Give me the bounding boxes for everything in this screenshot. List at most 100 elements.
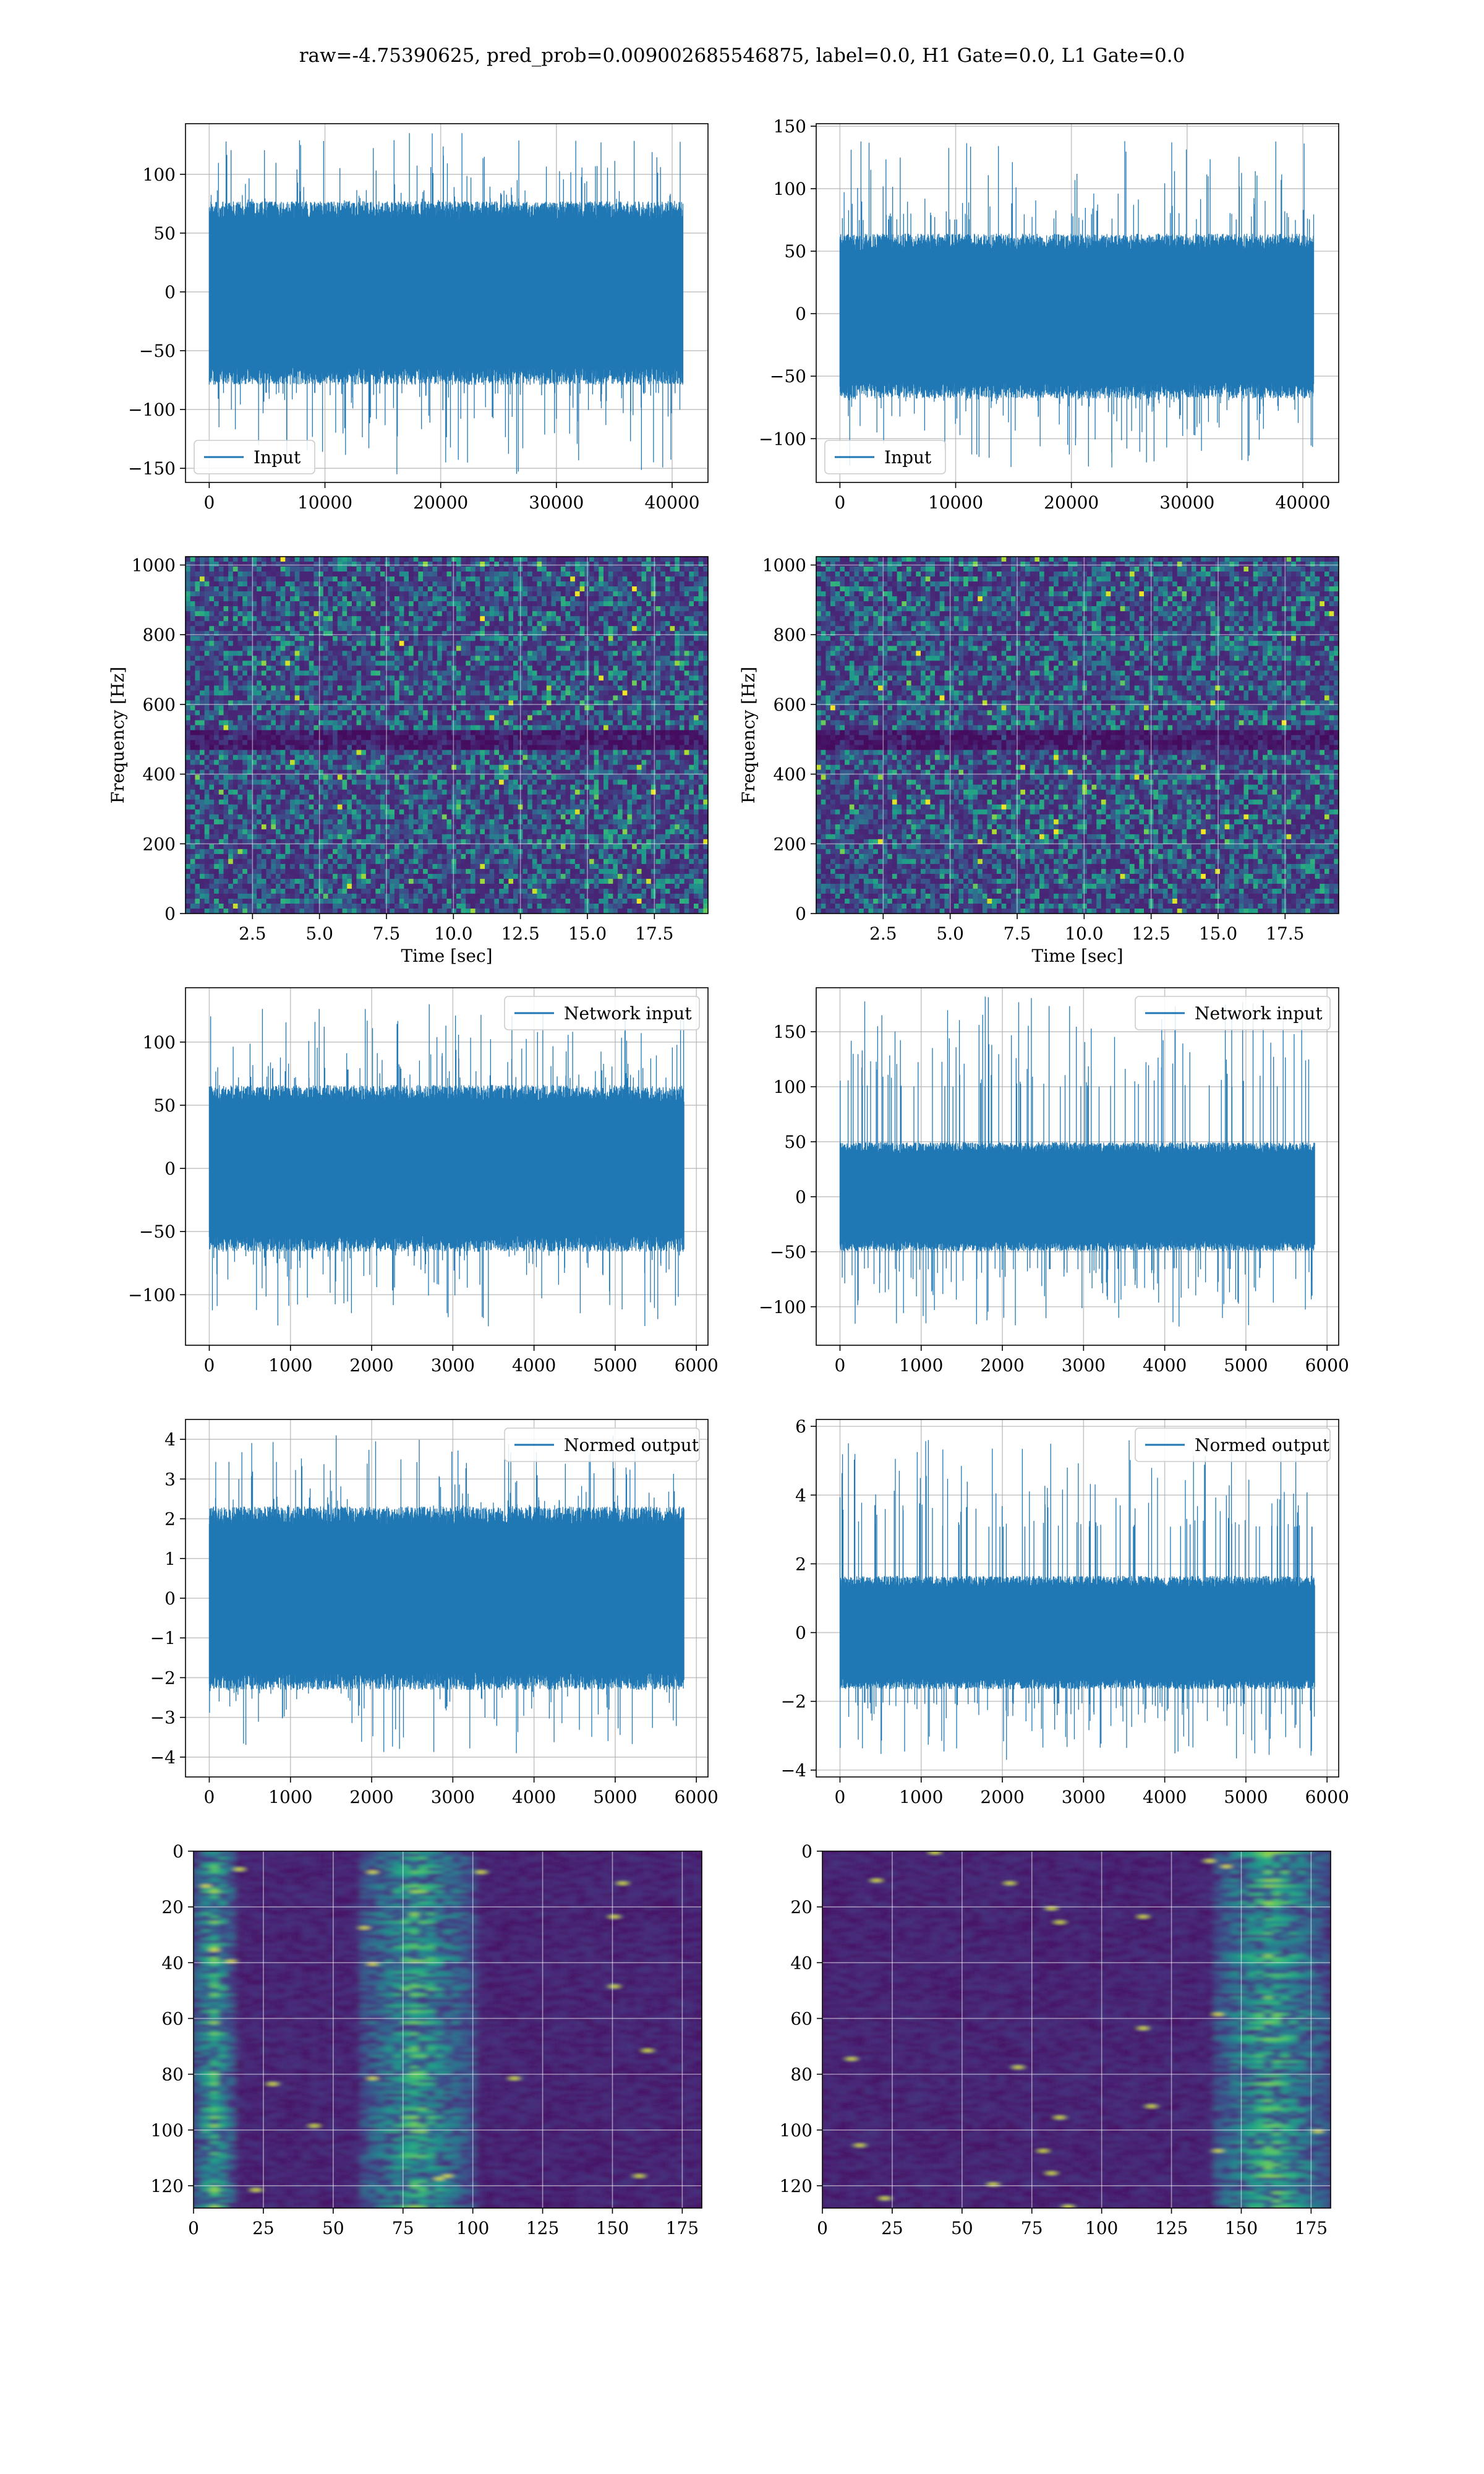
heatmap-cells — [816, 557, 1339, 914]
axes-frame — [185, 556, 709, 914]
panel-norm-l1: 0 1000 2000 3000 4000 5000 6000 −4 −2 0 2 4 6 Normed … — [781, 1416, 1349, 1807]
x-tick-label: 12.5 — [501, 923, 539, 944]
y-tick-label: −50 — [139, 1222, 176, 1242]
x-tick-label: 10000 — [297, 492, 352, 513]
x-tick-label: 30000 — [1159, 492, 1214, 513]
y-tick-label: 50 — [784, 1132, 806, 1152]
y-tick-label: 20 — [161, 1897, 184, 1917]
x-tick-label: 6000 — [1305, 1787, 1349, 1807]
x-tick-label: 2000 — [349, 1355, 393, 1376]
panel-net-h1: 0 1000 2000 3000 4000 5000 6000 −100 −50 0 50 100 Ne… — [128, 987, 719, 1376]
x-tick-label: 0 — [834, 492, 845, 513]
y-tick-label: 600 — [143, 695, 176, 715]
y-tick-label: −2 — [781, 1692, 806, 1712]
legend-entry: Network input — [1195, 1003, 1323, 1024]
y-tick-label: 0 — [795, 1187, 806, 1207]
y-tick-label: 80 — [790, 2065, 812, 2085]
y-tick-label: 2 — [795, 1554, 806, 1574]
x-tick-label: 25 — [252, 2218, 275, 2238]
y-tick-label: 1 — [164, 1549, 176, 1569]
figure-title: raw=-4.75390625, pred_prob=0.00900268554… — [299, 45, 1185, 67]
y-tick-label: 800 — [774, 625, 806, 645]
x-tick-label: 15.0 — [1199, 923, 1237, 944]
series-line — [208, 1435, 684, 1753]
grid — [186, 557, 708, 914]
x-tick-label: 1000 — [268, 1787, 312, 1807]
x-tick-label: 6000 — [675, 1787, 719, 1807]
y-axis-label: Frequency [Hz] — [738, 667, 759, 803]
y-tick-label: 2 — [164, 1509, 176, 1530]
x-tick-label: 1000 — [268, 1355, 312, 1376]
y-tick-label: 0 — [795, 904, 806, 924]
legend: Input — [194, 440, 315, 474]
y-tick-label: 150 — [774, 116, 806, 137]
x-tick-label: 175 — [1295, 2218, 1328, 2238]
y-tick-label: 80 — [161, 2065, 184, 2085]
y-tick-label: 100 — [774, 1077, 806, 1097]
x-tick-label: 10000 — [928, 492, 983, 513]
x-tick-label: 0 — [188, 2218, 199, 2238]
x-tick-label: 175 — [666, 2218, 699, 2238]
x-tick-label: 10.0 — [1065, 923, 1103, 944]
x-tick-label: 20000 — [1044, 492, 1099, 513]
x-tick-label: 25 — [881, 2218, 903, 2238]
y-tick-label: 6 — [795, 1416, 806, 1437]
y-tick-label: 0 — [801, 1841, 812, 1862]
y-tick-label: 600 — [774, 695, 806, 715]
x-tick-label: 2000 — [980, 1355, 1024, 1376]
x-tick-label: 7.5 — [373, 923, 401, 944]
y-tick-label: −100 — [759, 429, 806, 449]
series-line — [839, 1440, 1315, 1760]
y-tick-label: 0 — [795, 1623, 806, 1643]
y-tick-label: 0 — [164, 1158, 176, 1179]
x-tick-label: 150 — [596, 2218, 629, 2238]
x-tick-label: 3000 — [431, 1787, 475, 1807]
panel-feat-h1: 0 25 50 75 100 125 150 175 0 20 40 60 80 100 120 — [151, 1841, 702, 2238]
x-tick-label: 0 — [835, 1355, 846, 1376]
x-tick-label: 4000 — [512, 1787, 556, 1807]
y-tick-label: 800 — [143, 625, 176, 645]
y-tick-label: −50 — [770, 1242, 806, 1262]
panel-raw-l1: 0 10000 20000 30000 40000 −100 −50 0 50 100 150 Inp… — [759, 116, 1339, 513]
axes-frame — [822, 1851, 1331, 2209]
y-tick-label: 400 — [774, 764, 806, 785]
x-tick-label: 0 — [204, 1355, 215, 1376]
x-tick-label: 40000 — [644, 492, 699, 513]
x-tick-label: 40000 — [1275, 492, 1330, 513]
y-tick-label: 100 — [143, 1032, 176, 1053]
legend: Normed output — [504, 1427, 700, 1462]
legend-entry: Input — [254, 447, 301, 468]
y-tick-label: 100 — [774, 179, 806, 199]
x-tick-label: 0 — [817, 2218, 828, 2238]
x-tick-label: 50 — [951, 2218, 973, 2238]
y-tick-label: 120 — [151, 2176, 184, 2196]
x-tick-label: 5000 — [1224, 1355, 1268, 1376]
x-tick-label: 6000 — [675, 1355, 719, 1376]
x-axis-label: Time [sec] — [1031, 946, 1123, 966]
y-tick-label: −2 — [150, 1667, 176, 1688]
y-tick-label: 60 — [790, 2008, 812, 2029]
y-tick-label: 50 — [153, 1095, 176, 1116]
y-tick-label: 1000 — [762, 555, 806, 576]
y-tick-label: −4 — [781, 1760, 806, 1781]
series-line — [839, 141, 1315, 468]
x-tick-label: 2.5 — [239, 923, 267, 944]
y-tick-label: 100 — [780, 2120, 812, 2141]
x-axis-label: Time [sec] — [401, 946, 492, 966]
x-tick-label: 2.5 — [869, 923, 897, 944]
axes-frame — [816, 987, 1339, 1346]
x-tick-label: 2000 — [980, 1787, 1024, 1807]
y-tick-label: 3 — [164, 1469, 176, 1489]
y-tick-label: −100 — [128, 1285, 176, 1305]
panel-norm-h1: 0 1000 2000 3000 4000 5000 6000 −4 −3 −2 −1 0 1 2 3 4 No… — [150, 1419, 719, 1807]
axes-frame — [816, 1419, 1339, 1778]
y-tick-label: 50 — [784, 241, 806, 262]
y-tick-label: 40 — [790, 1953, 812, 1973]
axes-frame — [816, 123, 1339, 483]
panel-raw-h1: 0 10000 20000 30000 40000 −150 −100 −50 0 50 100 In… — [128, 123, 709, 513]
y-tick-label: −150 — [128, 458, 176, 479]
axes-frame — [816, 556, 1339, 914]
y-tick-label: 100 — [151, 2120, 184, 2141]
y-tick-label: 0 — [795, 304, 806, 324]
